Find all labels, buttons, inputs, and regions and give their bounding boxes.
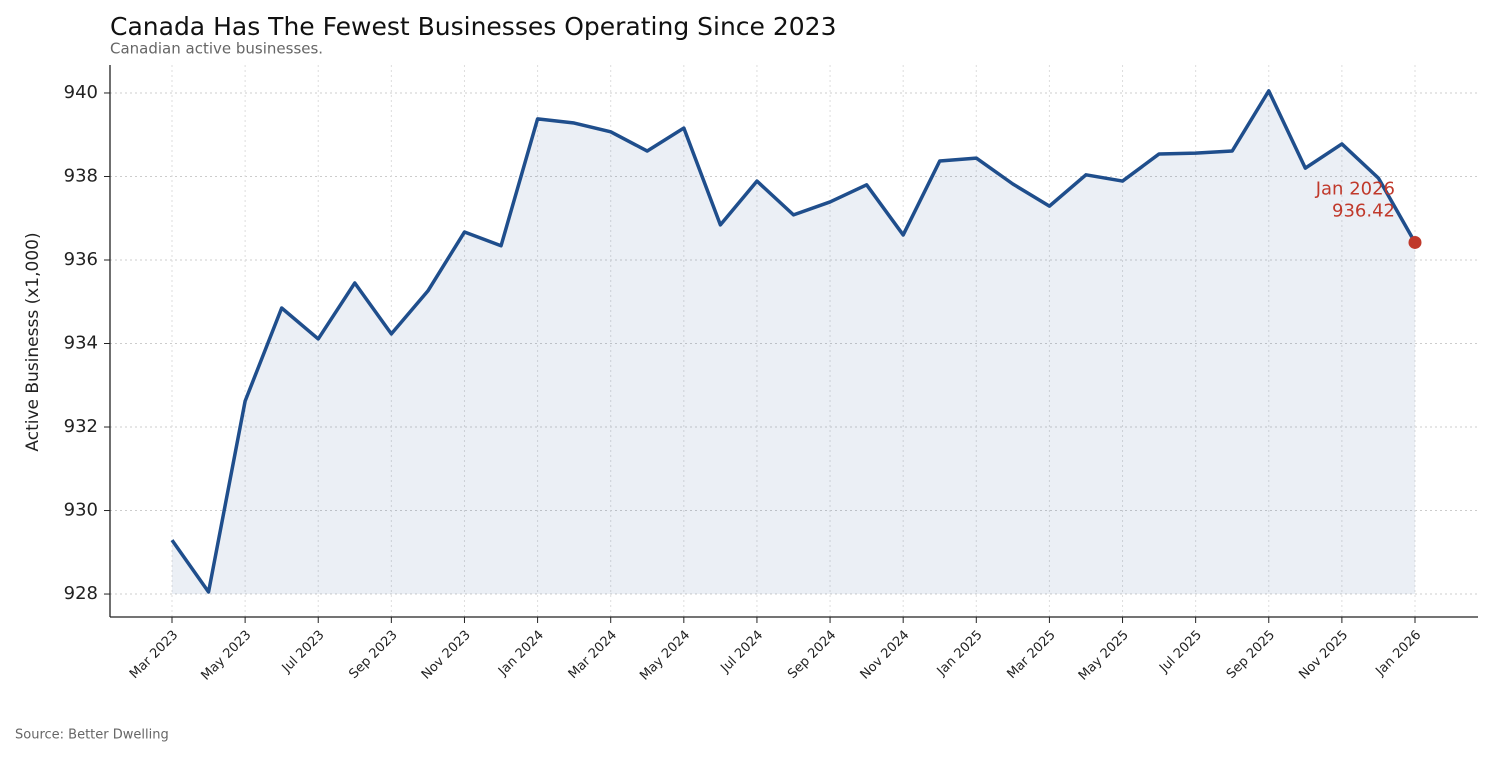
y-tick-label: 934 [64, 333, 98, 354]
x-tick-label: Nov 2023 [419, 628, 474, 683]
x-tick-label: Sep 2025 [1224, 628, 1278, 682]
x-tick-label: Jan 2026 [1372, 628, 1424, 680]
y-tick-label: 928 [64, 583, 98, 604]
x-tick-label: Jan 2025 [934, 628, 986, 680]
x-tick-label: Sep 2024 [785, 628, 839, 682]
x-tick-label: Mar 2024 [566, 628, 620, 682]
line [170, 89, 1417, 594]
x-tick-label: May 2023 [198, 628, 254, 684]
x-tick-label: Jan 2024 [495, 628, 547, 680]
highlight-point [1408, 235, 1422, 249]
x-tick-label: Sep 2023 [346, 628, 400, 682]
x-tick-label: May 2024 [637, 628, 693, 684]
y-tick-label: 938 [64, 165, 98, 186]
x-tick-label: May 2025 [1076, 628, 1132, 684]
x-tick-label: Mar 2025 [1004, 628, 1058, 682]
x-tick-label: Jul 2025 [1156, 628, 1205, 677]
x-tick-label: Nov 2024 [858, 628, 913, 683]
y-tick-label: 936 [64, 249, 98, 270]
x-tick-label: Nov 2025 [1296, 628, 1351, 683]
x-tick-label: Jul 2023 [279, 628, 328, 677]
source: Source: Better Dwelling [15, 728, 169, 743]
y-axis-label: Active Businesss (x1,000) [23, 232, 43, 451]
x-tick-label: Jul 2024 [718, 628, 767, 677]
annotation-date: Jan 2026 [1315, 178, 1395, 199]
y-tick-label: 932 [64, 416, 98, 437]
y-tick-label: 930 [64, 500, 98, 521]
chart-subtitle: Canadian active businesses. [110, 40, 323, 58]
area [172, 90, 1415, 595]
annotation-value: 936.42 [1332, 200, 1395, 221]
x-tick-label: Mar 2023 [127, 628, 181, 682]
chart-title: Canada Has The Fewest Businesses Operati… [110, 12, 837, 41]
y-tick-label: 940 [64, 82, 98, 103]
